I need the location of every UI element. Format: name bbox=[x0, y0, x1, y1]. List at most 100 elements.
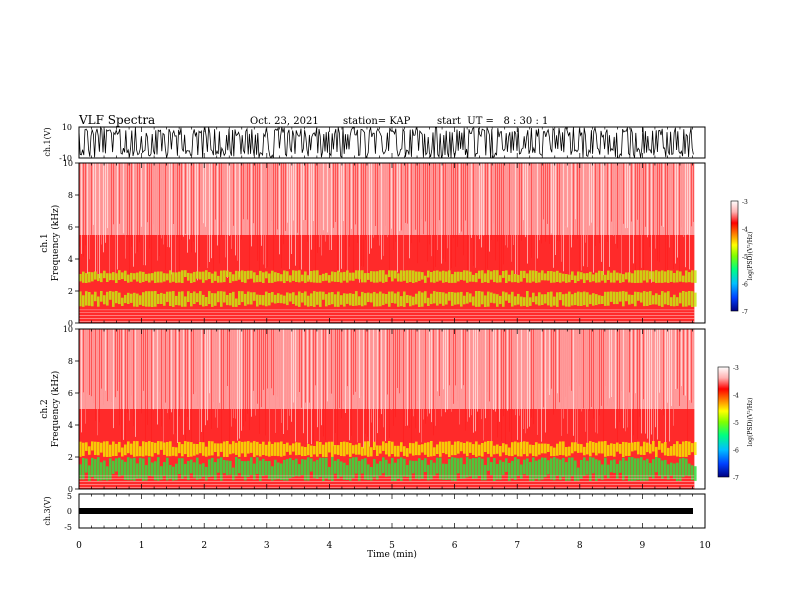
spec-band-cell bbox=[448, 291, 451, 301]
spec-band-cell bbox=[571, 294, 574, 306]
spec-streak bbox=[211, 329, 212, 429]
spec-streak bbox=[323, 163, 324, 231]
time-axis-label: Time (min) bbox=[367, 549, 417, 560]
spec-streak bbox=[683, 329, 684, 396]
spec-streak bbox=[123, 329, 124, 440]
spec-band-cell bbox=[211, 293, 214, 307]
spec-streak bbox=[495, 163, 496, 261]
spec-band-cell bbox=[523, 459, 526, 475]
spec-streak bbox=[193, 329, 194, 395]
spec-streak bbox=[417, 163, 418, 264]
spec-band-cell bbox=[652, 459, 655, 479]
spec-band-cell bbox=[370, 447, 373, 457]
spec-streak bbox=[297, 163, 298, 233]
spec-band-cell bbox=[445, 441, 448, 455]
spec-streak bbox=[245, 163, 246, 235]
spec-streak bbox=[311, 163, 312, 250]
spec-streak bbox=[233, 163, 234, 226]
spec-streak bbox=[463, 329, 464, 386]
spec-streak bbox=[295, 163, 296, 266]
spec-streak bbox=[491, 329, 492, 448]
spec-streak bbox=[95, 329, 96, 421]
spec-band-cell bbox=[463, 270, 466, 281]
spec-band-cell bbox=[361, 459, 364, 474]
spec-streak bbox=[501, 163, 502, 271]
spec-band-cell bbox=[502, 461, 505, 475]
spec-streak bbox=[457, 163, 458, 247]
spec-streak bbox=[479, 329, 480, 386]
spec-streak bbox=[107, 329, 108, 402]
spec-streak bbox=[557, 329, 558, 394]
spec-band-cell bbox=[685, 441, 688, 457]
spec-band-cell bbox=[259, 460, 262, 481]
spec-streak bbox=[301, 329, 302, 408]
spec-band-cell bbox=[214, 462, 217, 480]
spec-streak bbox=[155, 329, 156, 409]
spec-ytick-label: 6 bbox=[68, 223, 73, 232]
spec-band-cell bbox=[631, 273, 634, 283]
spec-streak bbox=[665, 329, 666, 444]
spec-band-cell bbox=[670, 270, 673, 282]
spec-streak bbox=[173, 163, 174, 224]
spec-streak bbox=[565, 163, 566, 227]
x-tick-label: 1 bbox=[139, 541, 145, 551]
spec-band-cell bbox=[289, 458, 292, 478]
spec-band-cell bbox=[421, 460, 424, 479]
spec-band-cell bbox=[154, 291, 157, 307]
spec-streak bbox=[207, 329, 208, 421]
spec-band-cell bbox=[511, 442, 514, 457]
spec-band-cell bbox=[691, 443, 694, 453]
spec-band-cell bbox=[469, 442, 472, 453]
spec-band-cell bbox=[277, 273, 280, 282]
colorbar-tick-label: -4 bbox=[742, 227, 748, 234]
spec-band-cell bbox=[679, 444, 682, 457]
spec-streak bbox=[91, 329, 92, 397]
spec-streak bbox=[509, 163, 510, 236]
spec-band-cell bbox=[232, 467, 235, 481]
spec-band-cell bbox=[637, 441, 640, 455]
spec-band-cell bbox=[652, 441, 655, 452]
spec-band-cell bbox=[484, 441, 487, 452]
spec-streak bbox=[175, 329, 176, 434]
spec-band-cell bbox=[274, 272, 277, 282]
spec-band-cell bbox=[100, 442, 103, 453]
spec-streak bbox=[293, 163, 294, 221]
ch1-spectrogram-ylabel-line2: Frequency (kHz) bbox=[50, 205, 61, 282]
spec-band-cell bbox=[463, 464, 466, 479]
spec-band-cell bbox=[514, 457, 517, 480]
spec-streak bbox=[327, 163, 328, 233]
spec-band-cell bbox=[505, 444, 508, 456]
spec-band-cell bbox=[313, 291, 316, 307]
spec-band-cell bbox=[94, 441, 97, 455]
spec-streak bbox=[213, 163, 214, 271]
spec-streak bbox=[269, 163, 270, 233]
spec-streak bbox=[593, 163, 594, 273]
spec-streak bbox=[357, 329, 358, 443]
spec-band-cell bbox=[238, 441, 241, 457]
spec-band-cell bbox=[85, 442, 88, 451]
spec-band-cell bbox=[475, 441, 478, 457]
spec-band-cell bbox=[340, 272, 343, 283]
spec-band-cell bbox=[139, 271, 142, 283]
spec-band-cell bbox=[565, 462, 568, 481]
spec-band-cell bbox=[640, 270, 643, 283]
spec-band-cell bbox=[535, 271, 538, 283]
spec-streak bbox=[283, 163, 284, 245]
spec-band-cell bbox=[481, 443, 484, 457]
spec-band-cell bbox=[283, 459, 286, 481]
spec-band-cell bbox=[283, 295, 286, 304]
spec-streak bbox=[667, 329, 668, 403]
spec-streak bbox=[267, 163, 268, 268]
spec-band-cell bbox=[541, 294, 544, 305]
spec-band-cell bbox=[271, 443, 274, 456]
spec-streak bbox=[405, 163, 406, 223]
spec-streak bbox=[487, 329, 488, 392]
spec-band-cell bbox=[673, 463, 676, 479]
spec-streak bbox=[137, 163, 138, 252]
spec-band-cell bbox=[634, 458, 637, 481]
spec-band-cell bbox=[265, 291, 268, 307]
spec-band-cell bbox=[145, 291, 148, 307]
spec-streak bbox=[217, 163, 218, 246]
spec-band-cell bbox=[619, 291, 622, 302]
spec-band-cell bbox=[313, 461, 316, 478]
